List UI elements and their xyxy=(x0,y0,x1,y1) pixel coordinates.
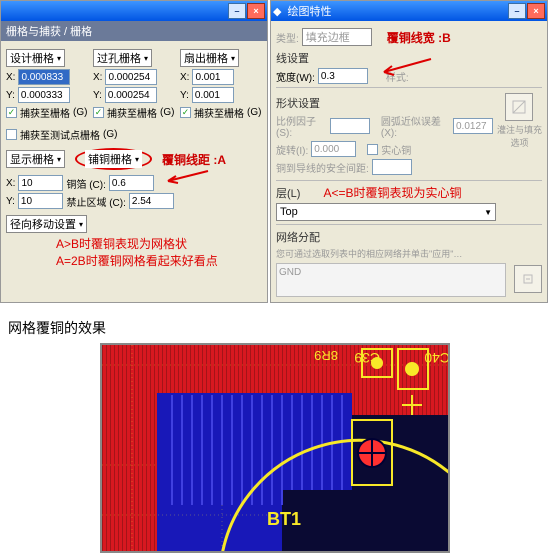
safe-input[interactable] xyxy=(372,159,412,175)
layer-section: 层(L) xyxy=(276,188,300,200)
type-dropdown[interactable]: 填充边框 xyxy=(302,28,372,46)
fanout-snap-checkbox[interactable]: ✓ xyxy=(180,107,191,118)
fanout-grid-dropdown[interactable]: 扇出栅格▾ xyxy=(180,49,239,67)
annotation-b: 覆铜线宽 :B xyxy=(387,29,451,46)
net-item[interactable]: GND xyxy=(279,267,301,278)
arrow-a-icon xyxy=(158,168,213,188)
forbid-c-input[interactable] xyxy=(129,193,174,209)
copper-c-input[interactable] xyxy=(109,175,154,191)
close-button[interactable]: × xyxy=(247,3,265,19)
net-note: 您可通过选取列表中的相应网络并单击"应用"… xyxy=(276,247,542,260)
pcb-label-bt1: BT1 xyxy=(267,509,301,529)
side-button-2[interactable] xyxy=(514,265,542,293)
design-y-input[interactable] xyxy=(18,87,70,103)
via-snap-checkbox[interactable]: ✓ xyxy=(93,107,104,118)
pcb-label-r8: 8R9 xyxy=(314,348,338,363)
copper-grid-dropdown[interactable]: 铺铜栅格▾ xyxy=(85,150,142,168)
close-button-r[interactable]: × xyxy=(527,3,545,19)
design-grid-dropdown[interactable]: 设计栅格▾ xyxy=(6,49,65,67)
annotation-c: A<=B时覆铜表现为实心铜 xyxy=(324,186,462,200)
note-2: A=2B时覆铜网格看起来好看点 xyxy=(56,252,262,269)
copper-grid-highlight: 铺铜栅格▾ xyxy=(75,148,152,170)
via-x-input[interactable] xyxy=(105,69,157,85)
caption: 网格覆铜的效果 xyxy=(8,318,548,338)
grid-panel: – × 栅格与捕获 / 栅格 设计栅格▾ X: Y: ✓捕获至栅格(G) 过孔栅… xyxy=(0,0,268,303)
arrow-b-icon xyxy=(376,56,436,81)
show-x-input[interactable] xyxy=(18,175,63,191)
show-y-input[interactable] xyxy=(18,193,63,209)
net-section: 网络分配 xyxy=(276,229,542,245)
show-grid-dropdown[interactable]: 显示栅格▾ xyxy=(6,150,65,168)
pcb-label-c39: C39 xyxy=(354,350,380,366)
design-snap-checkbox[interactable]: ✓ xyxy=(6,107,17,118)
minimize-button-r[interactable]: – xyxy=(508,3,526,19)
note-1: A>B时覆铜表现为网格状 xyxy=(56,235,262,252)
testpoint-snap-checkbox[interactable] xyxy=(6,129,17,140)
fanout-x-input[interactable] xyxy=(192,69,234,85)
shape-section: 形状设置 xyxy=(276,95,493,111)
minimize-button[interactable]: – xyxy=(228,3,246,19)
draw-props-panel: ◆ 绘图特性 – × 类型: 填充边框 覆铜线宽 :B 线设置 宽度(W): 样… xyxy=(270,0,548,303)
arc-input[interactable] xyxy=(453,118,493,134)
right-titlebar: ◆ 绘图特性 – × xyxy=(271,1,547,21)
via-y-input[interactable] xyxy=(105,87,157,103)
right-title: 绘图特性 xyxy=(284,3,507,19)
pcb-preview: BT1 C39 C40 8R9 xyxy=(100,343,450,553)
panel-icon: ◆ xyxy=(273,5,281,18)
layer-dropdown[interactable]: Top▼ xyxy=(276,203,496,221)
rotation-input[interactable] xyxy=(311,141,356,157)
via-grid-dropdown[interactable]: 过孔栅格▾ xyxy=(93,49,152,67)
left-titlebar: – × xyxy=(1,1,267,21)
width-input[interactable] xyxy=(318,68,368,84)
solid-checkbox[interactable] xyxy=(367,144,378,155)
pcb-label-c40: C40 xyxy=(424,350,450,366)
annotation-a: 覆铜线距 :A xyxy=(162,151,226,168)
fanout-y-input[interactable] xyxy=(192,87,234,103)
ratio-input[interactable] xyxy=(330,118,370,134)
side-button-1[interactable] xyxy=(505,93,533,121)
design-x-input[interactable] xyxy=(18,69,70,85)
safe-label: 铜到导线的安全间距: xyxy=(276,160,369,175)
radial-dropdown[interactable]: 径向移动设置▾ xyxy=(6,215,87,233)
grid-subhead: 栅格与捕获 / 栅格 xyxy=(1,21,267,41)
